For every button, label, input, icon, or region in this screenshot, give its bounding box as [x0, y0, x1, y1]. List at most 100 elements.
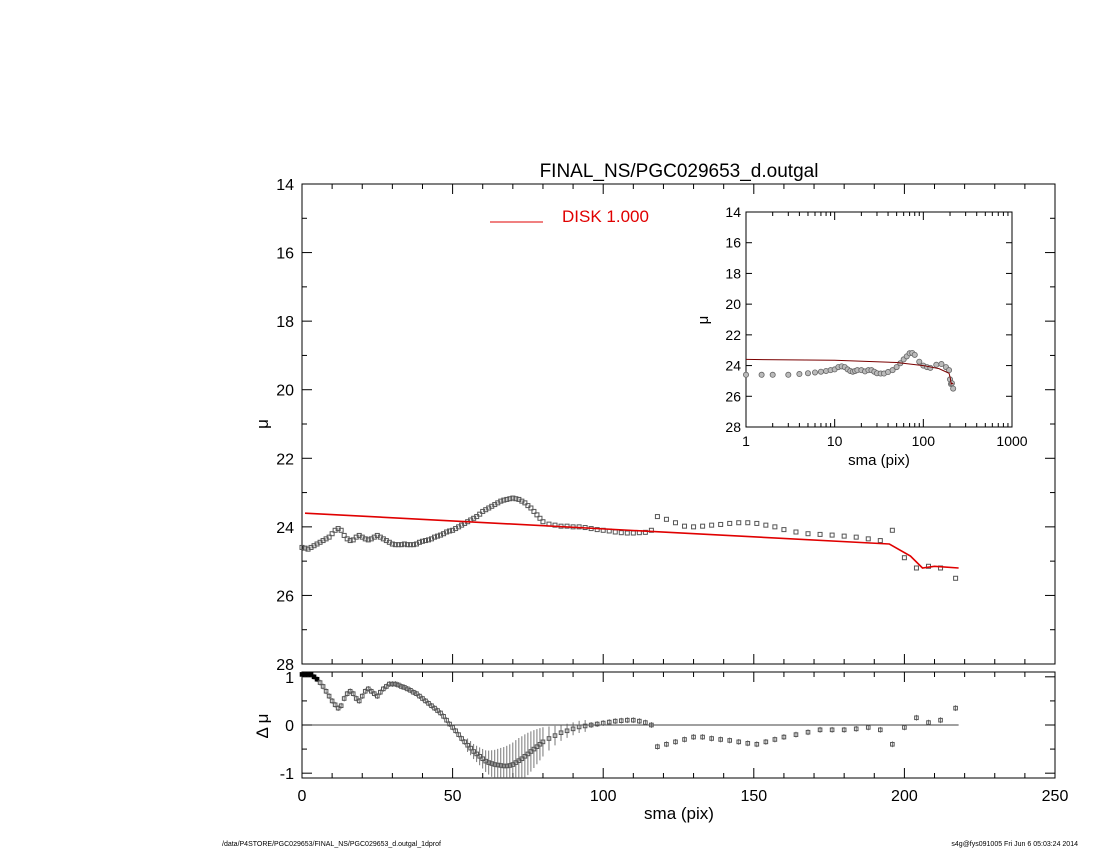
- inset-panel: 14 16 18 20 22 24 26 281 10 100 1000 sma (pix) μ: [695, 204, 1028, 469]
- residual-point: [420, 696, 425, 701]
- y-tick-label: 28: [276, 657, 294, 674]
- data-point: [537, 515, 543, 521]
- residual-point: [320, 684, 326, 689]
- data-point: [682, 523, 688, 529]
- residual-point: [793, 732, 799, 737]
- residual-point: [902, 725, 907, 730]
- residual-point: [817, 727, 823, 733]
- data-point: [793, 529, 799, 535]
- residual-point: [417, 693, 422, 699]
- residual-point: [649, 722, 654, 728]
- residual-point: [480, 756, 486, 762]
- data-point: [504, 496, 510, 502]
- data-point: [438, 532, 444, 538]
- residual-point: [772, 737, 778, 742]
- inset-data-point: [916, 358, 923, 365]
- data-point: [877, 538, 883, 544]
- residual-point: [378, 689, 383, 695]
- inset-x-tick-label: 1: [742, 433, 750, 449]
- resid-y-tick-label: 0: [285, 718, 294, 735]
- residual-point: [492, 762, 498, 767]
- inset-y-tick-label: 14: [725, 204, 741, 220]
- residual-point: [468, 745, 473, 751]
- residual-point: [709, 736, 714, 741]
- residual-point: [953, 705, 958, 711]
- inset-axes-frame: [745, 211, 1013, 428]
- residual-point: [384, 684, 389, 689]
- x-tick-label: 50: [444, 788, 462, 805]
- data-point: [329, 531, 335, 537]
- data-point: [531, 508, 537, 514]
- data-point: [392, 542, 398, 548]
- data-point: [805, 531, 811, 537]
- residual-point: [338, 703, 344, 709]
- residual-point: [525, 751, 531, 757]
- residual-point: [865, 725, 871, 730]
- legend-label: DISK 1.000: [562, 207, 649, 226]
- y-tick-label: 20: [276, 383, 294, 400]
- y-tick-label: 26: [276, 588, 294, 605]
- data-point: [624, 530, 630, 536]
- data-point: [447, 528, 453, 534]
- data-point: [362, 536, 368, 542]
- inset-data-point: [950, 385, 957, 392]
- residual-point: [356, 698, 362, 704]
- residual-point: [359, 693, 365, 699]
- data-point: [691, 524, 697, 530]
- residual-point: [745, 741, 751, 746]
- residual-point: [444, 717, 449, 723]
- data-point: [365, 537, 371, 543]
- inset-data-point: [804, 370, 811, 377]
- residual-point: [938, 717, 943, 723]
- residual-point: [311, 674, 317, 680]
- data-point: [416, 539, 422, 545]
- residual-point: [540, 739, 546, 745]
- data-point: [630, 530, 636, 536]
- y-tick-label: 24: [276, 520, 294, 537]
- residual-point: [365, 686, 371, 692]
- residual-point: [618, 718, 624, 723]
- data-point: [700, 523, 706, 529]
- residual-point: [546, 736, 552, 741]
- data-point: [709, 522, 715, 528]
- data-point: [781, 527, 787, 533]
- inset-y-tick-label: 26: [725, 388, 741, 404]
- residual-point: [576, 724, 582, 730]
- data-point: [513, 496, 519, 502]
- data-point: [817, 531, 823, 537]
- resid-y-tick-label: -1: [280, 766, 294, 783]
- resid-y-tick-label: 1: [285, 670, 294, 687]
- residual-point: [387, 681, 392, 687]
- residual-point: [353, 696, 359, 701]
- residual-point: [438, 710, 443, 716]
- residual-point: [637, 718, 642, 724]
- data-point: [745, 520, 751, 526]
- residual-point: [531, 746, 537, 752]
- residual-point: [341, 696, 347, 701]
- residual-point: [447, 721, 452, 727]
- residual-point: [631, 717, 636, 723]
- data-point: [763, 522, 769, 528]
- residual-point: [495, 762, 501, 768]
- data-point: [654, 514, 660, 520]
- inset-y-tick-label: 16: [725, 235, 741, 251]
- residual-point: [700, 734, 705, 740]
- residual-point: [350, 691, 356, 696]
- residual-point: [329, 698, 335, 704]
- inset-y-tick-label: 22: [725, 327, 741, 343]
- data-point: [326, 534, 332, 540]
- residual-point: [335, 705, 341, 711]
- residual-point: [347, 688, 353, 694]
- residual-point: [323, 688, 329, 694]
- data-point: [299, 544, 305, 550]
- data-point: [338, 527, 344, 533]
- main-panel: 14 16 18 20 22 24 26 28 μ DISK 1.000: [253, 177, 1056, 674]
- x-tick-label: 250: [1042, 788, 1069, 805]
- residual-point: [754, 741, 760, 747]
- data-point: [841, 533, 847, 539]
- residual-point: [718, 737, 723, 742]
- inset-data-point: [758, 371, 765, 378]
- residual-point: [841, 727, 847, 733]
- data-point: [410, 542, 416, 548]
- residual-point: [673, 739, 678, 745]
